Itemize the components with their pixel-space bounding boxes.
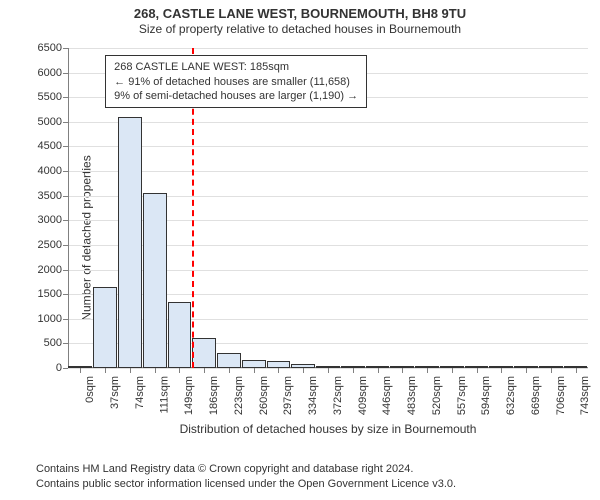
histogram-bar: [267, 361, 291, 368]
x-tick-label: 520sqm: [431, 376, 443, 415]
x-tick-label: 372sqm: [332, 376, 344, 415]
x-tick-label: 186sqm: [208, 376, 220, 415]
x-tick-mark: [278, 368, 279, 373]
footer: Contains HM Land Registry data © Crown c…: [36, 462, 456, 492]
x-tick-mark: [80, 368, 81, 373]
chart-title: 268, CASTLE LANE WEST, BOURNEMOUTH, BH8 …: [0, 6, 600, 21]
page: 268, CASTLE LANE WEST, BOURNEMOUTH, BH8 …: [0, 0, 600, 500]
x-tick-label: 632sqm: [505, 376, 517, 415]
chart-container: Number of detached properties 0500100015…: [0, 40, 600, 436]
x-tick-mark: [427, 368, 428, 373]
x-tick-label: 594sqm: [481, 376, 493, 415]
x-tick-label: 334sqm: [307, 376, 319, 415]
histogram-bar: [242, 360, 266, 368]
x-tick-label: 446sqm: [382, 376, 394, 415]
grid-line: [68, 171, 588, 172]
x-tick-mark: [204, 368, 205, 373]
grid-line: [68, 48, 588, 49]
footer-line-2: Contains public sector information licen…: [36, 477, 456, 492]
x-tick-label: 260sqm: [258, 376, 270, 415]
x-tick-mark: [179, 368, 180, 373]
x-tick-mark: [576, 368, 577, 373]
x-tick-mark: [501, 368, 502, 373]
x-tick-label: 0sqm: [84, 376, 96, 403]
plot-area: 0500100015002000250030003500400045005000…: [68, 48, 588, 368]
x-axis-label: Distribution of detached houses by size …: [68, 422, 588, 436]
histogram-bar: [118, 117, 142, 368]
histogram-bar: [168, 302, 192, 368]
x-tick-label: 669sqm: [530, 376, 542, 415]
x-tick-mark: [526, 368, 527, 373]
x-tick-label: 409sqm: [357, 376, 369, 415]
x-tick-label: 111sqm: [159, 376, 171, 414]
x-tick-label: 223sqm: [233, 376, 245, 415]
x-tick-mark: [328, 368, 329, 373]
y-axis-line: [68, 48, 69, 368]
histogram-bar: [143, 193, 167, 368]
x-tick-mark: [477, 368, 478, 373]
x-tick-label: 557sqm: [456, 376, 468, 415]
x-tick-mark: [303, 368, 304, 373]
chart-subtitle: Size of property relative to detached ho…: [0, 22, 600, 36]
grid-line: [68, 146, 588, 147]
x-ticks: 0sqm 37sqm 74sqm 111sqm 149sqm 186sqm 223sqm 26…: [68, 368, 588, 418]
histogram-bar: [93, 287, 117, 368]
x-tick-label: 706sqm: [555, 376, 567, 415]
histogram-bar: [217, 353, 241, 368]
x-tick-label: 297sqm: [282, 376, 294, 415]
x-tick-label: 743sqm: [580, 376, 592, 415]
annotation-line-2: ← 91% of detached houses are smaller (11…: [114, 75, 358, 89]
x-tick-mark: [155, 368, 156, 373]
annotation-line-3: 9% of semi-detached houses are larger (1…: [114, 89, 358, 103]
x-tick-label: 74sqm: [134, 376, 146, 409]
x-tick-mark: [353, 368, 354, 373]
x-tick-mark: [229, 368, 230, 373]
footer-line-1: Contains HM Land Registry data © Crown c…: [36, 462, 456, 477]
annotation-box: 268 CASTLE LANE WEST: 185sqm ← 91% of de…: [105, 55, 367, 108]
x-tick-mark: [402, 368, 403, 373]
x-tick-mark: [452, 368, 453, 373]
histogram-bar: [192, 338, 216, 368]
annotation-line-1: 268 CASTLE LANE WEST: 185sqm: [114, 60, 358, 74]
x-tick-mark: [254, 368, 255, 373]
grid-line: [68, 122, 588, 123]
x-tick-mark: [378, 368, 379, 373]
x-tick-label: 37sqm: [109, 376, 121, 409]
x-tick-mark: [551, 368, 552, 373]
x-tick-label: 483sqm: [406, 376, 418, 415]
x-tick-mark: [105, 368, 106, 373]
x-tick-label: 149sqm: [183, 376, 195, 415]
x-tick-mark: [130, 368, 131, 373]
